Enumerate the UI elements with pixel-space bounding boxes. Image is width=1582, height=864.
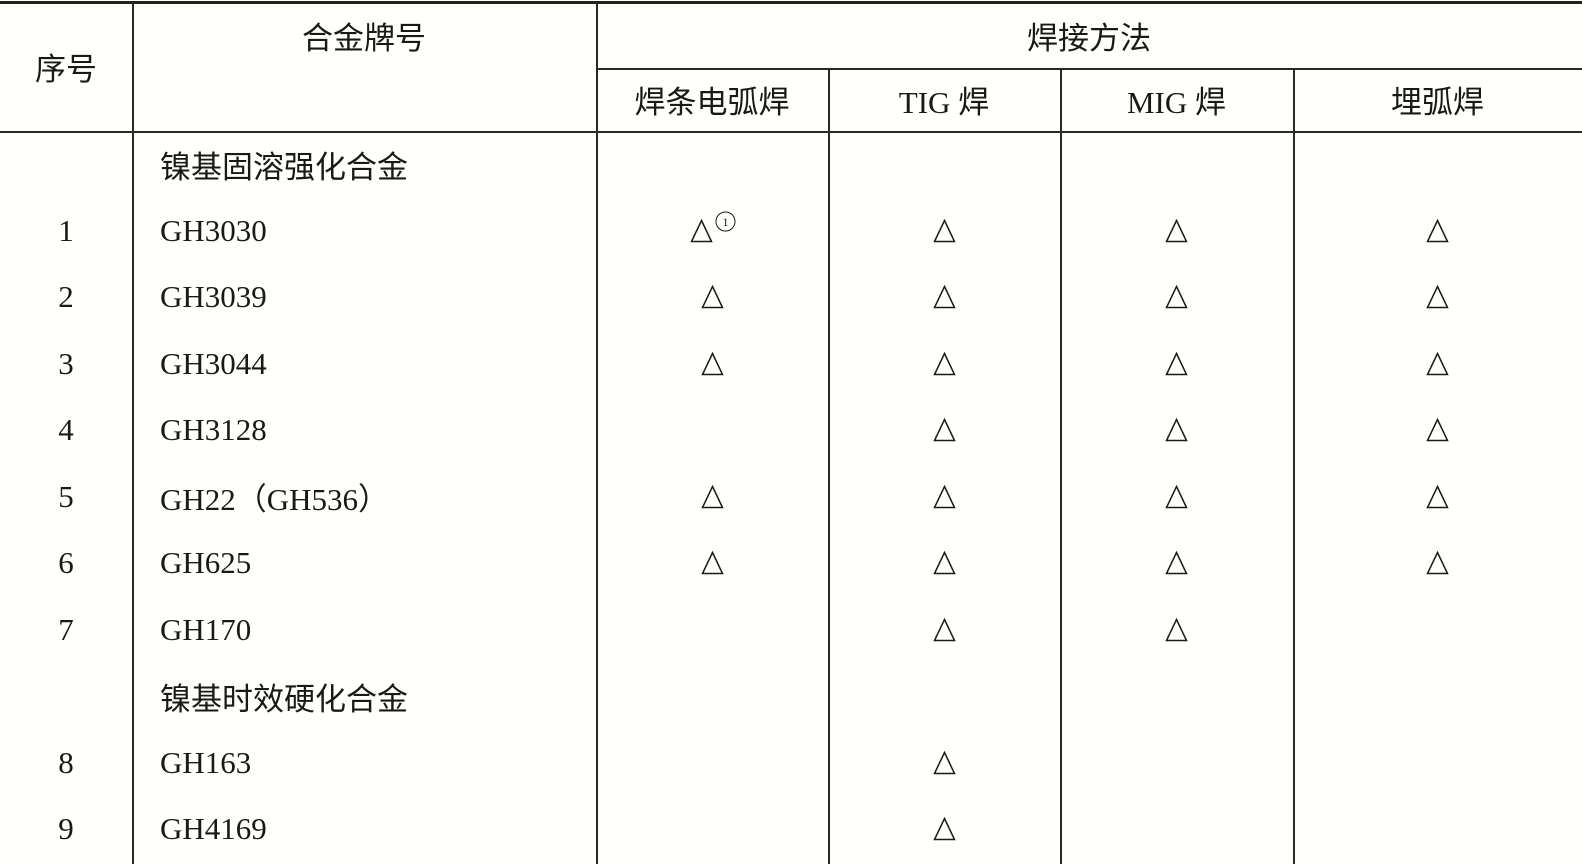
svg-text:1: 1 (723, 215, 729, 229)
